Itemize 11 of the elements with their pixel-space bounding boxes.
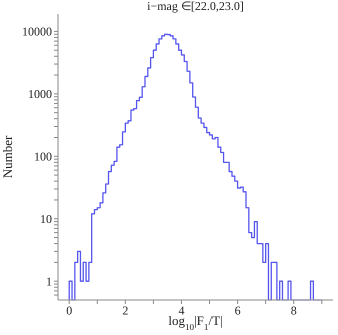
x-tick-label: 8 xyxy=(290,304,297,318)
x-tick-label: 6 xyxy=(234,304,241,318)
y-tick-label: 1 xyxy=(46,274,52,288)
y-tick-label: 1000 xyxy=(28,87,52,102)
chart-title: i−mag ∈[22.0,23.0] xyxy=(146,0,245,13)
y-axis-title: Number xyxy=(0,135,15,178)
y-tick-label: 10000 xyxy=(22,24,52,39)
y-tick-label: 100 xyxy=(34,150,52,164)
x-tick-label: 2 xyxy=(122,304,128,318)
y-tick-label: 10 xyxy=(40,212,52,226)
x-tick-label: 0 xyxy=(66,304,72,318)
